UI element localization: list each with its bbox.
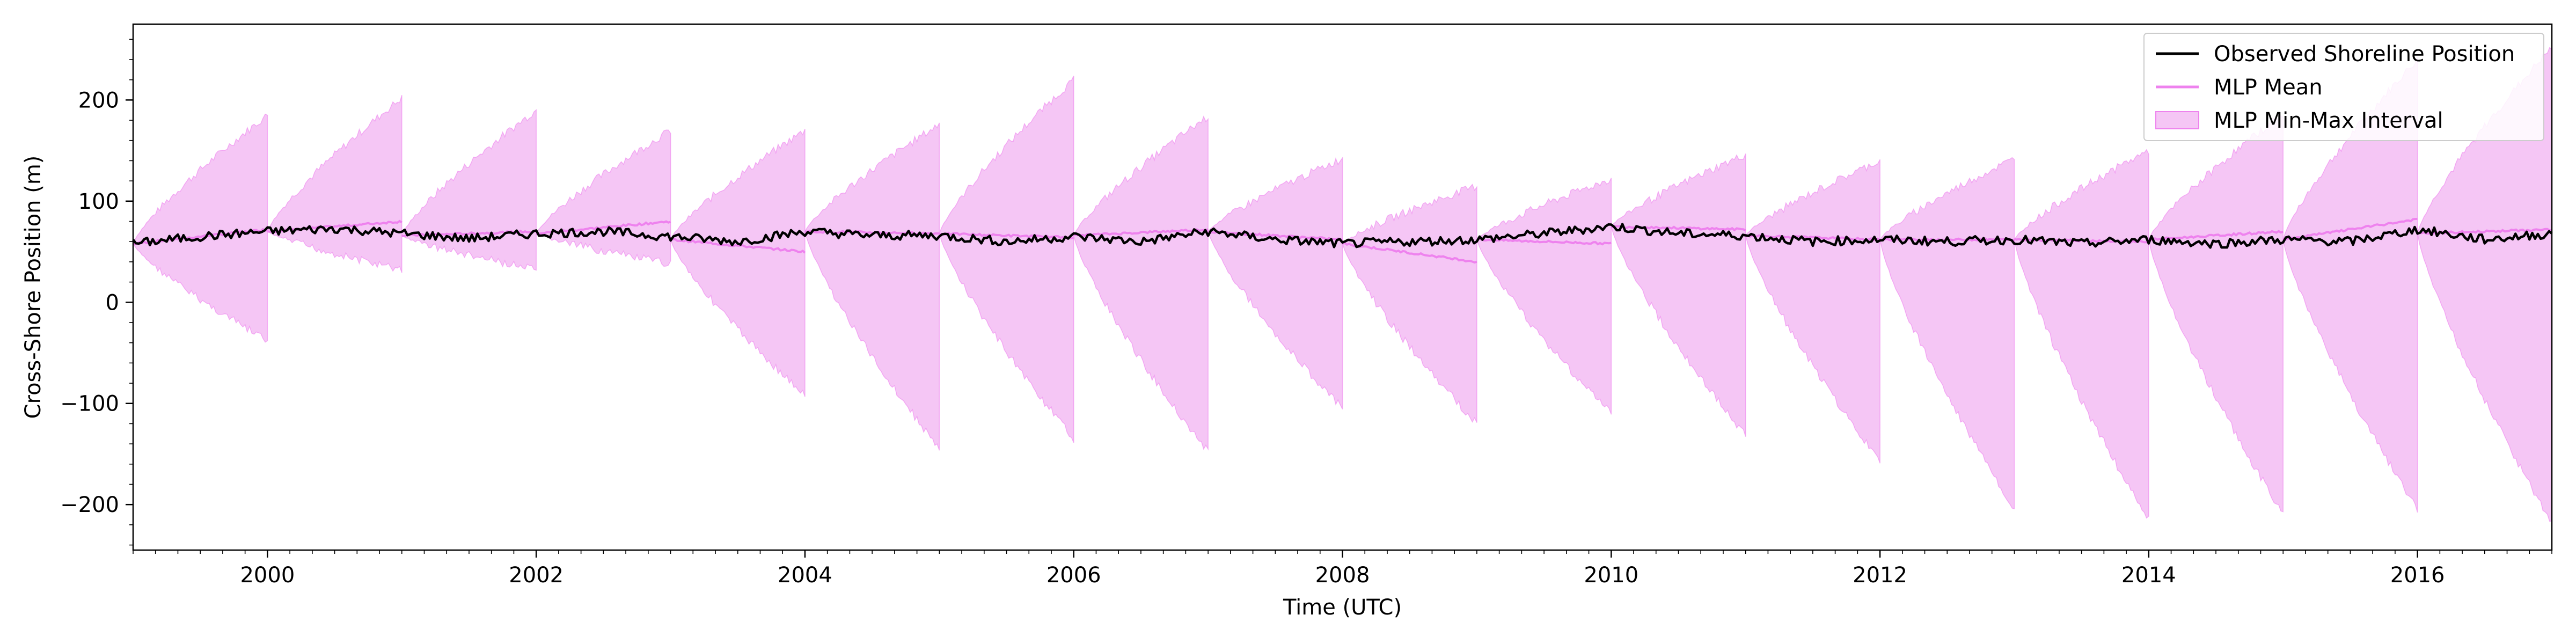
x-tick-label-2008: 2008 [1315,563,1370,588]
mlp-interval-6 [804,122,940,451]
legend-box [2143,33,2544,141]
mlp-interval-10 [1342,184,1477,423]
x-tick-label-2000: 2000 [240,563,295,588]
x-tick-label-2014: 2014 [2121,563,2176,588]
y-tick-label--100: −100 [60,392,119,416]
legend-mean-label: MLP Mean [2214,75,2323,100]
y-tick-label-0: 0 [106,290,119,315]
observed-shoreline-line [132,223,2553,249]
mlp-interval-9 [1208,156,1343,409]
mlp-mean-8 [1073,228,1209,238]
mlp-interval-8 [1073,115,1209,451]
mlp-interval-14 [1879,157,2015,510]
mlp-interval-3 [401,109,537,271]
mlp-mean-13 [1745,234,1881,242]
mlp-mean-11 [1476,237,1612,246]
x-tick-label-2010: 2010 [1584,563,1638,588]
x-tick-label-2004: 2004 [778,563,832,588]
y-axis-label: Cross-Shore Position (m) [21,156,46,419]
legend-observed-label: Observed Shoreline Position [2214,42,2515,67]
mlp-interval-12 [1611,153,1746,437]
mlp-mean-17 [2282,218,2418,241]
y-tick-label--200: −200 [60,493,119,517]
x-tick-label-2002: 2002 [509,563,564,588]
y-tick-label-100: 100 [78,189,119,214]
mlp-interval-17 [2282,56,2418,513]
x-tick-label-2016: 2016 [2390,563,2445,588]
mlp-interval-16 [2148,115,2284,513]
x-tick-label-2006: 2006 [1046,563,1101,588]
x-axis-label: Time (UTC) [1283,595,1402,620]
x-tick-label-2012: 2012 [1853,563,1907,588]
mlp-interval-7 [939,76,1074,443]
legend: Observed Shoreline Position MLP Mean MLP… [2143,33,2544,141]
mlp-mean-5 [670,238,806,254]
mlp-mean-7 [939,231,1074,240]
observed-layer [132,223,2553,249]
axes: 2000 2002 2004 2006 2008 2010 2012 2014 2016−200… [60,23,2553,588]
legend-interval-label: MLP Min-Max Interval [2214,108,2443,133]
mlp-mean-12 [1611,225,1746,232]
mlp-mean-16 [2148,230,2284,241]
y-tick-label-200: 200 [78,88,119,113]
mlp-mean-10 [1342,241,1477,264]
mlp-mean-layer [133,218,2552,264]
legend-interval-swatch [2155,111,2199,129]
mlp-interval-5 [670,129,806,397]
